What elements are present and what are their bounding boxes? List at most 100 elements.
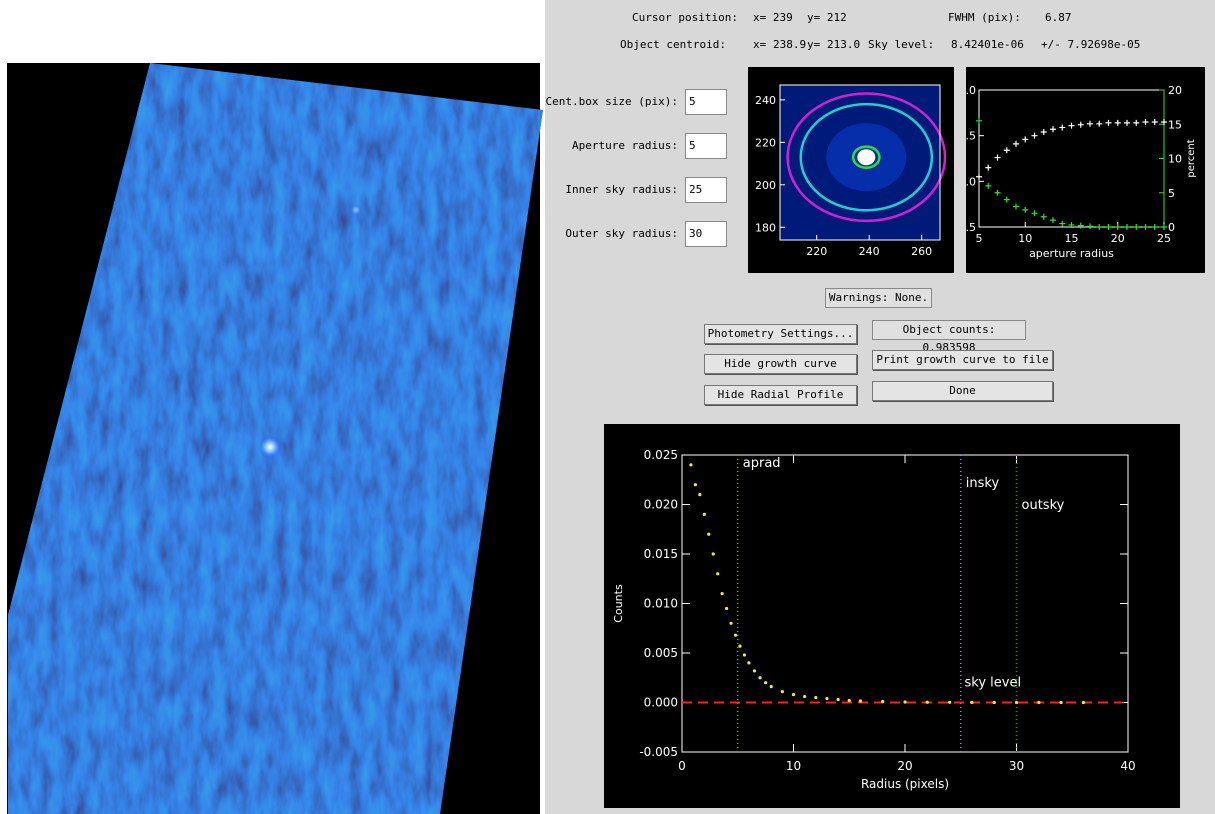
data-point xyxy=(707,533,710,536)
x-tick-label: 10 xyxy=(1018,232,1032,245)
marker-label: outsky xyxy=(1022,498,1065,513)
plus-marker xyxy=(1106,120,1112,126)
warnings: Warnings: None. xyxy=(825,288,932,308)
x-tick-label: 20 xyxy=(1111,232,1125,245)
plus-marker xyxy=(1004,197,1010,203)
data-point xyxy=(948,701,951,704)
plus-marker xyxy=(1059,124,1065,130)
plus-marker xyxy=(1013,203,1019,209)
photometry-settings-button[interactable]: Photometry Settings... xyxy=(704,324,857,344)
cursor-label: Cursor position: xyxy=(632,11,738,24)
radial-profile-plot: 010203040-0.0050.0000.0050.0100.0150.020… xyxy=(604,424,1180,808)
plus-marker xyxy=(1124,224,1130,230)
plus-marker xyxy=(1087,223,1093,229)
y-tick-label: -0.005 xyxy=(639,745,678,759)
plus-marker xyxy=(995,190,1001,196)
cursor-x: x= 239 xyxy=(753,11,793,24)
sky-label: Sky level: xyxy=(868,38,934,51)
data-point xyxy=(764,681,767,684)
screen: Cursor position:x= 239y= 212FWHM (pix):6… xyxy=(0,0,1215,814)
marker-label: insky xyxy=(966,476,1000,491)
axes-frame xyxy=(979,90,1164,227)
data-point xyxy=(747,661,750,664)
x-tick-label: 260 xyxy=(911,245,932,258)
plus-marker xyxy=(1152,224,1158,230)
setting-input[interactable]: 5 xyxy=(685,89,727,115)
y2-axis-label: percent xyxy=(1186,139,1197,177)
setting-label: Inner sky radius: xyxy=(545,183,678,196)
plus-marker xyxy=(1050,217,1056,223)
data-point xyxy=(781,690,784,693)
plus-marker xyxy=(1041,214,1047,220)
y-tick-label: 180 xyxy=(755,221,776,234)
plus-marker xyxy=(1050,126,1056,132)
y-prefix: y= xyxy=(807,38,820,51)
plus-marker xyxy=(1087,121,1093,127)
sky-error: +/- 7.92698e-05 xyxy=(1041,38,1140,51)
data-point xyxy=(738,644,741,647)
setting-label: Outer sky radius: xyxy=(545,227,678,240)
x-tick-label: 20 xyxy=(897,759,912,773)
y-axis-label: Counts xyxy=(612,584,625,623)
data-point xyxy=(825,697,828,700)
y-tick-label: 2.0 xyxy=(966,84,976,97)
plus-marker xyxy=(1022,136,1028,142)
setting-label: Cent.box size (pix): xyxy=(545,95,678,108)
data-point xyxy=(770,685,773,688)
x-tick-label: 5 xyxy=(976,232,983,245)
star xyxy=(350,204,362,216)
data-point xyxy=(1037,701,1040,704)
y-tick-label: 1.0 xyxy=(966,175,976,188)
data-point xyxy=(881,700,884,703)
plus-marker xyxy=(1032,133,1038,139)
plus-marker xyxy=(1004,147,1010,153)
centroid-y: 213.0 xyxy=(827,38,860,51)
sky-image xyxy=(0,0,545,814)
plus-marker xyxy=(1078,223,1084,229)
data-point xyxy=(689,463,692,466)
data-point xyxy=(743,653,746,656)
data-point xyxy=(703,513,706,516)
setting-input[interactable]: 25 xyxy=(685,177,727,203)
plus-marker xyxy=(1059,221,1065,227)
data-point xyxy=(814,696,817,699)
x-axis-label: aperture radius xyxy=(1029,247,1114,260)
data-point xyxy=(721,592,724,595)
data-point xyxy=(729,622,732,625)
done-button[interactable]: Done xyxy=(872,381,1053,401)
data-point xyxy=(753,669,756,672)
x-tick-label: 10 xyxy=(786,759,801,773)
plus-marker xyxy=(1106,224,1112,230)
setting-input[interactable]: 5 xyxy=(685,133,727,159)
data-point xyxy=(993,701,996,704)
centroid-x: 238.9 xyxy=(773,38,806,51)
setting-input[interactable]: 30 xyxy=(685,221,727,247)
plus-marker xyxy=(985,183,991,189)
x-tick-label: 15 xyxy=(1065,232,1079,245)
sky-value: 8.42401e-06 xyxy=(951,38,1024,51)
data-point xyxy=(926,701,929,704)
plus-marker xyxy=(1069,123,1075,129)
plus-marker xyxy=(1013,141,1019,147)
star-core xyxy=(857,149,875,165)
plus-marker xyxy=(976,174,982,180)
print-growth-button[interactable]: Print growth curve to file xyxy=(872,350,1053,370)
plus-marker xyxy=(1032,210,1038,216)
x-axis-label: Radius (pixels) xyxy=(861,777,949,791)
y-tick-label: 240 xyxy=(755,94,776,107)
plus-marker xyxy=(1096,224,1102,230)
y2-tick-label: 5 xyxy=(1168,187,1175,200)
plus-marker xyxy=(1143,119,1149,125)
plus-marker xyxy=(1041,129,1047,135)
x-tick-label: 0 xyxy=(678,759,686,773)
hide-growth-button[interactable]: Hide growth curve xyxy=(704,354,857,374)
x-tick-label: 30 xyxy=(1009,759,1024,773)
data-point xyxy=(859,699,862,702)
object-counts: Object counts: 0.983598 xyxy=(872,320,1026,340)
hide-radial-button[interactable]: Hide Radial Profile xyxy=(704,385,857,405)
data-point xyxy=(1060,701,1063,704)
plus-marker xyxy=(1152,119,1158,125)
sky-label: sky level xyxy=(965,676,1022,691)
y-tick-label: 0.010 xyxy=(644,597,678,611)
plus-marker xyxy=(1133,224,1139,230)
